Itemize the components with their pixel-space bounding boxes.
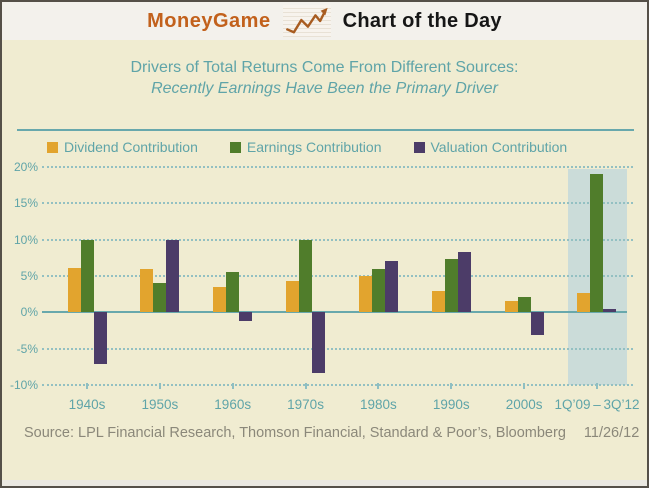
chart-title: Drivers of Total Returns Come From Diffe… [130, 59, 519, 76]
page-title: Chart of the Day [342, 9, 502, 32]
y-axis-label: 10% [13, 232, 38, 247]
x-axis-tick [304, 383, 307, 389]
x-axis-label: 1960s [214, 397, 252, 412]
x-axis-label: 2000s [505, 397, 543, 412]
page-header: MoneyGame Chart of the Day [2, 2, 647, 40]
legend-swatch-icon [413, 141, 425, 153]
bar-1940s-Earnings Contribution [80, 239, 94, 313]
x-axis-label: 1970s [287, 397, 324, 412]
bar-2000s-Dividend Contribution [504, 301, 518, 313]
bar-1Q’09 – 3Q’12-Valuation Contribution [603, 308, 617, 313]
top-rule [17, 129, 634, 131]
source-text: Source: LPL Financial Research, Thomson … [24, 425, 566, 441]
gridline [42, 384, 633, 386]
bar-1990s-Valuation Contribution [457, 252, 471, 313]
legend-swatch-icon [47, 141, 58, 153]
bar-1970s-Dividend Contribution [286, 281, 300, 313]
x-axis-tick [595, 383, 598, 389]
bar-1960s-Valuation Contribution [239, 312, 253, 322]
y-axis-label: -5% [16, 341, 38, 356]
date-text: 11/26/12 [583, 425, 640, 441]
chart-title-block: Drivers of Total Returns Come From Diffe… [2, 57, 647, 99]
bar-1970s-Earnings Contribution [299, 239, 313, 313]
x-axis-tick [450, 383, 453, 389]
y-axis-label: 20% [13, 160, 38, 174]
x-axis-tick [158, 383, 161, 389]
bar-1980s-Earnings Contribution [371, 269, 385, 313]
x-axis-tick [86, 383, 88, 389]
brand-logo-text: MoneyGame [147, 9, 271, 32]
bar-1950s-Dividend Contribution [140, 269, 154, 313]
gridline [42, 238, 633, 241]
gridline [42, 275, 633, 277]
x-axis-tick [523, 383, 526, 389]
zero-axis-line [42, 311, 628, 314]
gridline [42, 166, 633, 168]
gridline [42, 347, 633, 350]
y-axis-label: 5% [20, 269, 38, 283]
bar-1980s-Valuation Contribution [384, 260, 398, 313]
legend-label: Earnings Contribution [246, 139, 382, 155]
y-axis-label: -10% [9, 378, 38, 392]
x-axis-label: 1980s [360, 397, 397, 412]
bar-1970s-Valuation Contribution [312, 312, 326, 374]
bar-1Q’09 – 3Q’12-Dividend Contribution [577, 293, 591, 313]
bar-1960s-Earnings Contribution [226, 271, 240, 313]
x-axis-tick [231, 383, 234, 389]
y-axis-label: 15% [13, 196, 38, 211]
gridline [42, 202, 633, 205]
legend-label: Valuation Contribution [430, 139, 568, 155]
x-axis-tick [377, 383, 380, 389]
bar-2000s-Valuation Contribution [530, 312, 544, 335]
line-chart-arrow-icon [282, 5, 331, 37]
bar-1940s-Valuation Contribution [93, 312, 107, 364]
bar-1Q’09 – 3Q’12-Earnings Contribution [590, 174, 604, 313]
bar-1980s-Dividend Contribution [358, 276, 372, 313]
bar-1990s-Dividend Contribution [431, 290, 445, 313]
bar-1990s-Earnings Contribution [444, 258, 458, 313]
bar-1950s-Earnings Contribution [153, 282, 167, 313]
x-axis-label: 1950s [141, 397, 179, 412]
x-axis-label: 1990s [432, 397, 470, 412]
x-axis-label: 1Q’09 – 3Q’12 [554, 397, 640, 412]
legend-swatch-icon [229, 141, 241, 153]
legend-item-1: Earnings Contribution [229, 139, 382, 155]
bar-chart: 20% 15% 10% 5% 0% -5% -10% 1940s 1950s 1960s 1970… [2, 160, 647, 417]
bar-1940s-Dividend Contribution [67, 268, 81, 313]
legend-item-2: Valuation Contribution [413, 139, 568, 155]
bar-2000s-Earnings Contribution [517, 297, 531, 313]
chart-panel: Drivers of Total Returns Come From Diffe… [2, 40, 647, 480]
bottom-margin [2, 480, 647, 486]
legend-label: Dividend Contribution [64, 139, 198, 155]
y-axis-label: 0% [20, 305, 38, 320]
bar-1950s-Valuation Contribution [166, 239, 180, 313]
source-row: Source: LPL Financial Research, Thomson … [24, 425, 639, 441]
legend-item-0: Dividend Contribution [47, 139, 198, 155]
plot-area [42, 166, 633, 389]
chart-legend: Dividend Contribution Earnings Contributi… [47, 139, 567, 155]
x-axis-label: 1940s [68, 397, 106, 412]
chart-subtitle: Recently Earnings Have Been the Primary … [151, 80, 498, 97]
bar-1960s-Dividend Contribution [213, 286, 227, 313]
